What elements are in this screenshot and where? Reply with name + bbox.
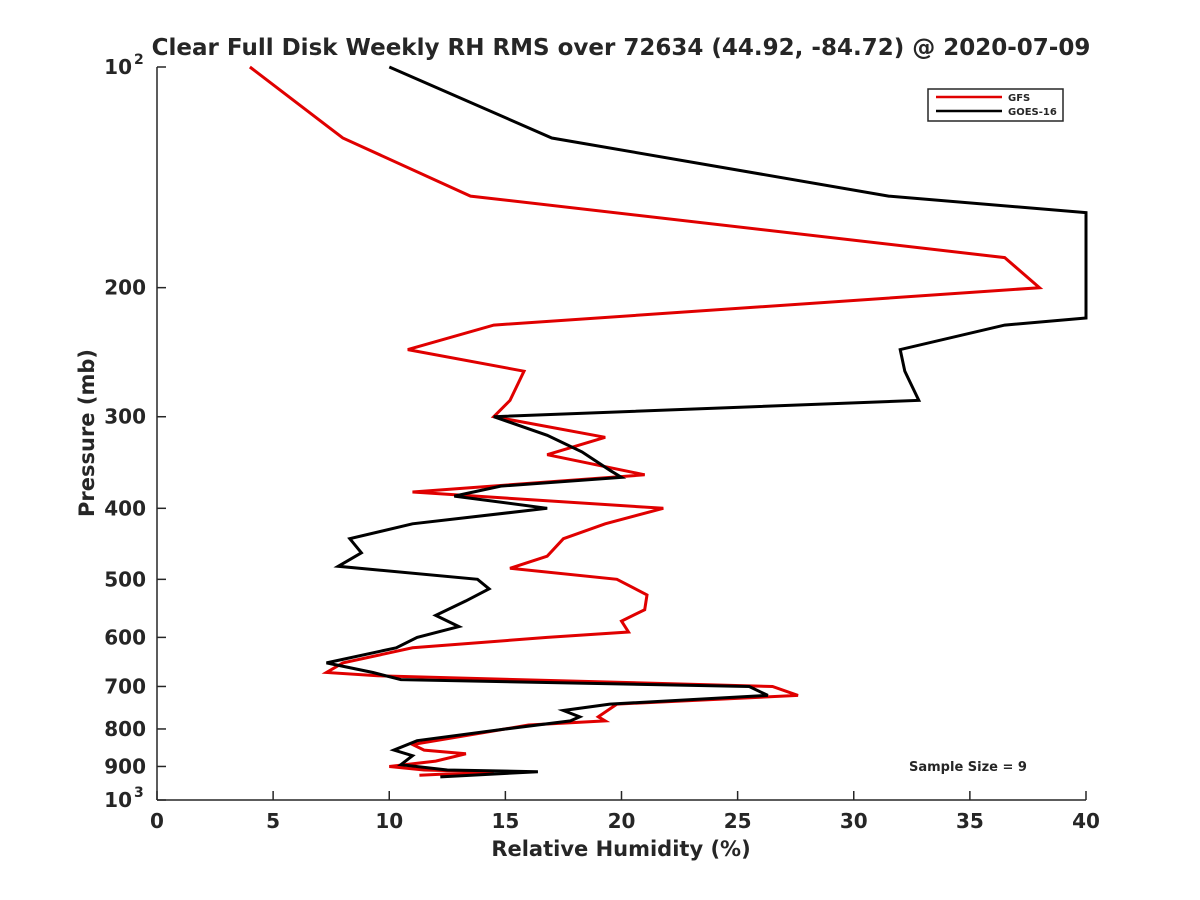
y-tick-label: 800 xyxy=(104,717,146,741)
x-tick-label: 40 xyxy=(1072,809,1100,833)
y-tick-label: 300 xyxy=(104,405,146,429)
sample-size-annotation: Sample Size = 9 xyxy=(909,760,1027,775)
series-line-gfs xyxy=(248,65,1044,777)
x-tick-label: 15 xyxy=(491,809,519,833)
y-tick-label: 600 xyxy=(104,625,146,649)
x-tick-label: 25 xyxy=(724,809,752,833)
y-tick-exponent: 2 xyxy=(134,52,144,68)
y-tick-exponent: 3 xyxy=(134,785,144,801)
x-tick-label: 30 xyxy=(840,809,868,833)
x-tick-label: 0 xyxy=(150,809,164,833)
x-axis-label: Relative Humidity (%) xyxy=(491,837,750,861)
y-tick-label: 400 xyxy=(104,496,146,520)
legend-box xyxy=(927,88,1064,122)
y-tick-label: 10 xyxy=(104,55,132,79)
y-axis-label: Pressure (mb) xyxy=(75,349,99,517)
y-tick-label: 900 xyxy=(104,754,146,778)
x-tick-label: 35 xyxy=(956,809,984,833)
x-tick-label: 20 xyxy=(608,809,636,833)
legend-label-gfs: GFS xyxy=(1008,93,1030,104)
y-tick-label: 700 xyxy=(104,674,146,698)
series-line-goes16 xyxy=(326,65,1088,779)
y-tick-label: 10 xyxy=(104,788,132,812)
x-tick-label: 5 xyxy=(266,809,280,833)
x-tick-label: 10 xyxy=(375,809,403,833)
chart-title: Clear Full Disk Weekly RH RMS over 72634… xyxy=(152,35,1091,61)
legend: GFS GOES-16 xyxy=(927,88,1064,122)
x-ticks: 0 5 10 15 20 25 30 35 40 xyxy=(150,791,1100,833)
legend-label-goes16: GOES-16 xyxy=(1008,107,1057,118)
series-layer xyxy=(248,65,1088,779)
y-tick-label: 200 xyxy=(104,276,146,300)
y-tick-label: 500 xyxy=(104,567,146,591)
plot-area xyxy=(157,67,1086,800)
